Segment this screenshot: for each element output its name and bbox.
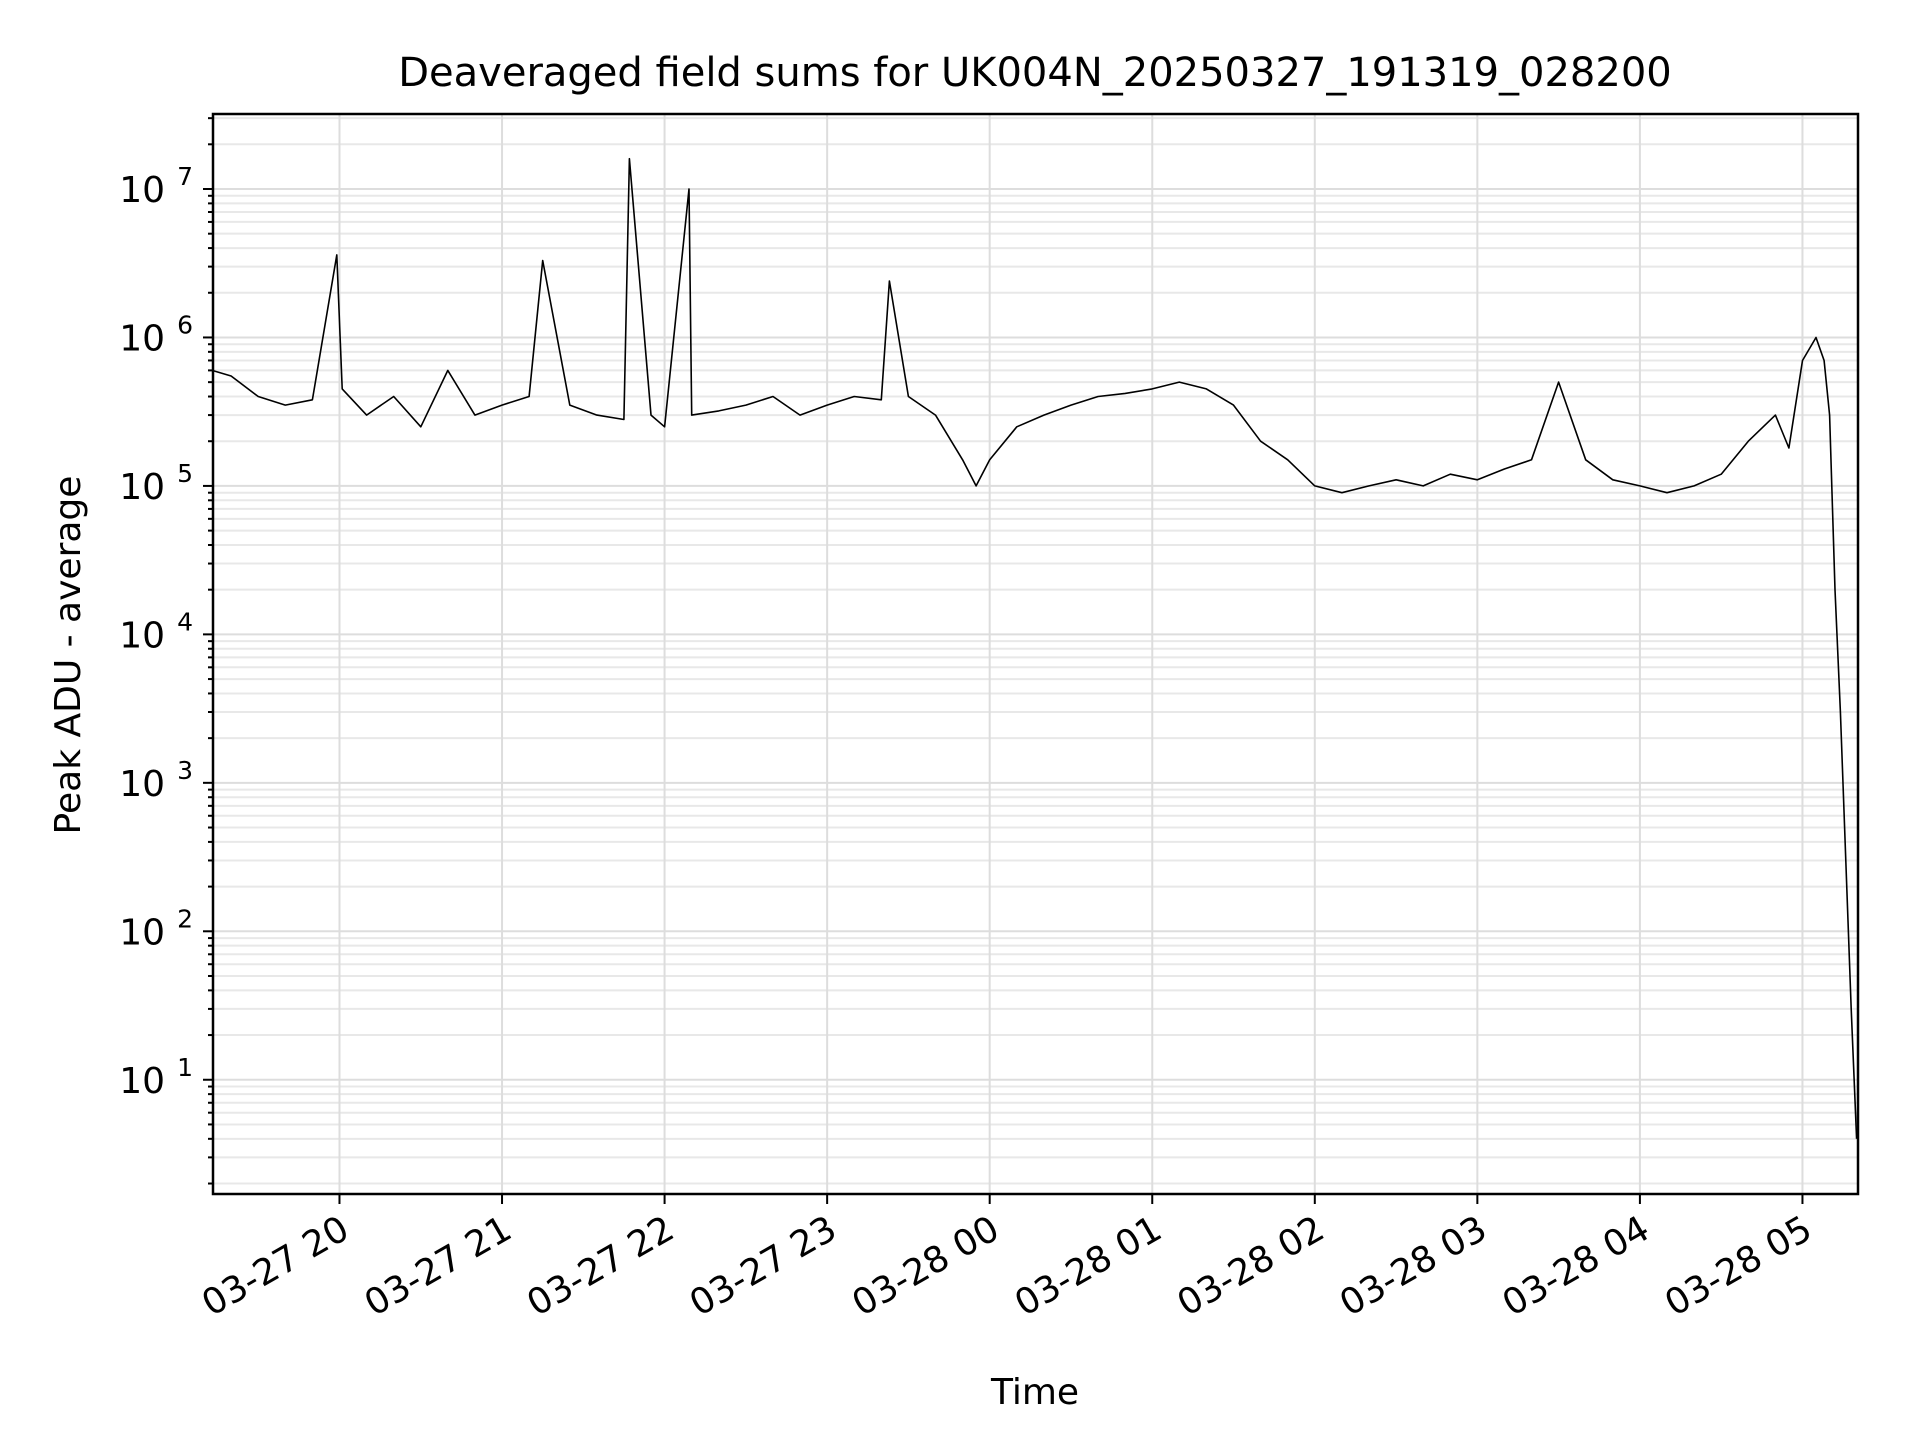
y-axis-label: Peak ADU - average	[48, 476, 89, 835]
y-tick-label: 10 4	[119, 607, 193, 656]
x-axis-label: Time	[990, 1372, 1079, 1413]
chart-title: Deaveraged field sums for UK004N_2025032…	[398, 50, 1671, 96]
y-tick-label: 10 5	[119, 459, 193, 508]
data-series-line	[211, 157, 1858, 1139]
y-tick-label: 10 6	[119, 310, 193, 359]
plot-frame	[211, 112, 1860, 1196]
y-tick-label: 10 3	[119, 756, 193, 805]
grid-lines	[213, 114, 1858, 1194]
y-tick-label: 10 7	[119, 162, 193, 211]
y-tick-label: 10 1	[119, 1053, 193, 1102]
y-tick-label: 10 2	[119, 904, 193, 953]
series-layer	[211, 157, 1858, 1139]
